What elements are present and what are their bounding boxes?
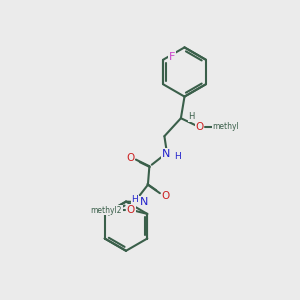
Text: O: O [127, 205, 135, 215]
Text: F: F [168, 52, 175, 62]
Text: H: H [188, 112, 195, 121]
Text: O: O [162, 190, 170, 201]
Text: methyl2: methyl2 [91, 206, 122, 215]
Text: H: H [174, 152, 181, 161]
Text: H: H [131, 195, 138, 204]
Text: O: O [126, 153, 135, 163]
Text: O: O [195, 122, 204, 132]
Text: N: N [140, 196, 148, 207]
Text: N: N [162, 148, 170, 159]
Text: methyl: methyl [212, 122, 239, 131]
